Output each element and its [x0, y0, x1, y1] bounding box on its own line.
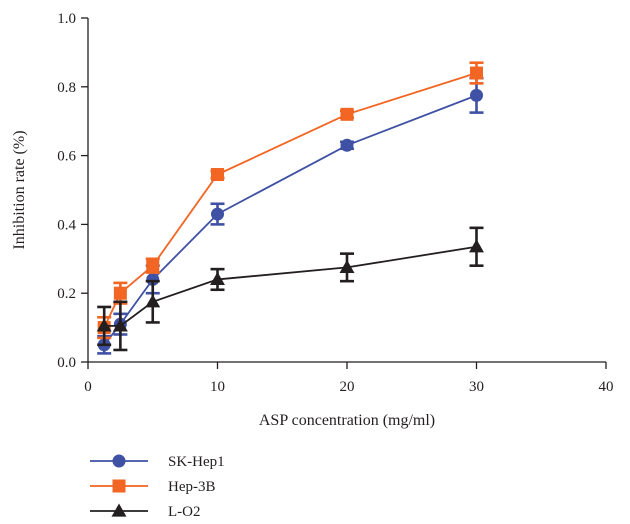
series-line-l-o2: [104, 245, 477, 327]
legend-label-l-o2: L-O2: [168, 504, 201, 520]
legend-label-hep-3b: Hep-3B: [168, 479, 216, 495]
x-ticks: 0 10 20 30 40: [84, 362, 614, 395]
legend-label-sk-hep1: SK-Hep1: [168, 454, 225, 470]
y-tick-label: 0.4: [57, 217, 76, 233]
y-tick-label: 1.0: [57, 11, 76, 27]
series-l-o2: [96, 226, 484, 352]
series-line-hep-3b: [103, 72, 477, 328]
series-layer: [96, 61, 484, 355]
x-tick-label: 40: [599, 379, 614, 395]
data-point-l-o2: [145, 294, 161, 308]
legend-marker-l-o2: [111, 503, 127, 517]
data-point-l-o2: [210, 271, 225, 286]
data-point-sk-hep1: [340, 138, 354, 152]
data-point-sk-hep1: [470, 88, 483, 102]
data-point-l-o2: [96, 318, 112, 332]
legend-marker-hep-3b: [112, 479, 126, 493]
x-tick-label: 30: [469, 379, 484, 395]
legend-item-l-o2: L-O2: [90, 503, 201, 520]
y-tick-label: 0.0: [57, 355, 76, 371]
legend-item-sk-hep1: SK-Hep1: [90, 454, 225, 470]
y-tick-label: 0.8: [57, 80, 76, 96]
axes: [87, 18, 606, 363]
data-point-hep-3b: [211, 168, 224, 182]
series-hep-3b: [97, 61, 484, 340]
data-point-l-o2: [469, 239, 484, 253]
data-point-hep-3b: [146, 259, 160, 273]
data-point-sk-hep1: [146, 272, 160, 286]
y-ticks: 0.0 0.2 0.4 0.6 0.8 1.0: [57, 11, 88, 371]
data-point-l-o2: [339, 259, 355, 274]
y-axis-title: Inhibition rate (%): [11, 130, 28, 249]
x-tick-label: 20: [340, 379, 355, 395]
legend: SK-Hep1 Hep-3B L-O2: [90, 454, 225, 520]
y-tick-label: 0.6: [57, 149, 76, 165]
data-point-hep-3b: [470, 66, 483, 80]
x-tick-label: 0: [84, 379, 92, 395]
data-point-sk-hep1: [211, 207, 224, 221]
legend-marker-sk-hep1: [112, 454, 126, 468]
data-point-l-o2: [112, 318, 128, 332]
data-point-hep-3b: [113, 286, 127, 300]
x-axis-title: ASP concentration (mg/ml): [259, 412, 435, 429]
x-tick-label: 10: [210, 379, 225, 395]
series-sk-hep1: [97, 76, 484, 355]
data-point-hep-3b: [340, 107, 354, 121]
y-tick-label: 0.2: [57, 286, 76, 302]
legend-item-hep-3b: Hep-3B: [90, 479, 216, 495]
